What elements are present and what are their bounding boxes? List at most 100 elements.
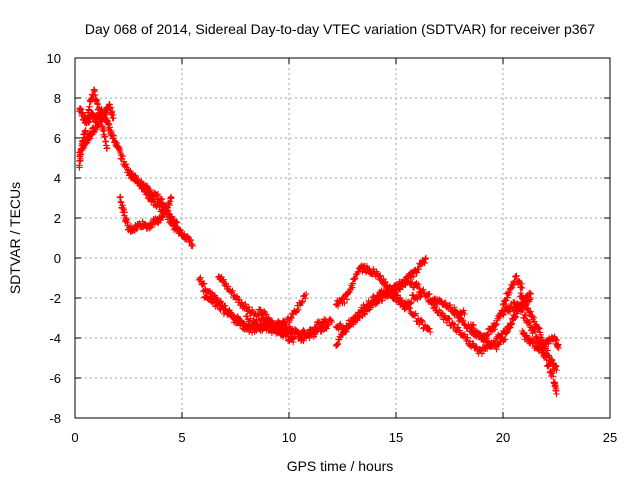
data-point xyxy=(86,135,94,142)
data-point xyxy=(200,288,207,295)
data-point xyxy=(377,272,384,279)
x-tick-label: 20 xyxy=(496,430,510,445)
y-tick-label: 8 xyxy=(54,91,61,106)
data-point xyxy=(451,321,458,328)
data-point xyxy=(256,306,264,313)
data-point xyxy=(346,288,353,296)
y-tick-label: 10 xyxy=(47,51,61,66)
data-point xyxy=(85,112,92,119)
data-point xyxy=(147,186,154,194)
data-point xyxy=(512,273,520,280)
data-point xyxy=(211,296,218,303)
data-point xyxy=(290,338,297,346)
data-point xyxy=(518,293,526,300)
data-point xyxy=(508,320,516,327)
data-point xyxy=(132,172,139,180)
data-point xyxy=(493,346,500,353)
data-point xyxy=(288,314,295,322)
data-point xyxy=(100,127,108,135)
data-point xyxy=(393,292,401,299)
data-point xyxy=(521,311,529,318)
data-point xyxy=(526,289,534,297)
x-tick-label: 5 xyxy=(178,430,185,445)
data-point xyxy=(262,311,270,318)
data-point xyxy=(110,114,117,122)
data-point xyxy=(507,324,514,331)
data-point xyxy=(420,286,427,293)
data-point xyxy=(230,313,237,320)
data-point xyxy=(555,344,562,352)
data-point xyxy=(382,279,389,286)
data-point xyxy=(343,296,351,303)
chart-title: Day 068 of 2014, Sidereal Day-to-day VTE… xyxy=(85,21,595,37)
data-point xyxy=(334,341,341,348)
data-point xyxy=(313,324,320,331)
data-point xyxy=(106,124,113,131)
data-point xyxy=(101,114,108,122)
data-point xyxy=(298,299,306,307)
data-point xyxy=(460,307,467,314)
y-tick-label: 4 xyxy=(54,171,61,186)
data-point xyxy=(372,296,379,304)
data-point xyxy=(451,304,458,311)
data-point xyxy=(218,302,225,309)
data-point xyxy=(302,294,309,302)
data-point xyxy=(453,310,460,317)
data-point xyxy=(513,272,520,279)
data-point xyxy=(109,107,116,115)
data-point xyxy=(517,284,525,291)
data-point xyxy=(513,310,521,317)
data-point xyxy=(201,280,208,287)
data-point xyxy=(506,289,513,296)
data-point xyxy=(456,327,463,334)
data-point xyxy=(422,254,430,262)
data-point xyxy=(503,297,510,304)
data-point xyxy=(174,223,181,231)
data-point xyxy=(553,366,560,374)
data-point xyxy=(501,336,509,343)
data-point xyxy=(305,332,312,339)
data-point xyxy=(173,224,180,231)
y-tick-label: -6 xyxy=(49,371,61,386)
data-point xyxy=(511,314,518,321)
data-point xyxy=(410,284,418,291)
data-point xyxy=(504,327,511,335)
data-point xyxy=(221,305,228,313)
data-point xyxy=(518,280,525,287)
data-point xyxy=(397,294,404,302)
data-point xyxy=(390,287,397,294)
data-point xyxy=(121,209,128,216)
data-point xyxy=(454,311,461,319)
data-point xyxy=(184,233,191,240)
data-point xyxy=(367,299,375,306)
data-point xyxy=(299,298,306,305)
y-tick-label: 2 xyxy=(54,211,61,226)
data-series xyxy=(76,86,562,398)
data-point xyxy=(156,201,164,208)
data-point xyxy=(413,269,421,276)
data-point xyxy=(151,221,159,228)
data-point xyxy=(415,281,422,288)
data-point xyxy=(492,322,499,329)
data-point xyxy=(119,153,126,160)
data-point xyxy=(412,310,419,317)
data-point xyxy=(86,103,93,110)
data-point xyxy=(337,320,344,328)
data-point xyxy=(162,207,170,215)
data-point xyxy=(405,304,413,311)
data-point xyxy=(464,334,471,341)
data-point xyxy=(349,280,356,287)
data-point xyxy=(445,302,453,309)
data-point xyxy=(381,278,389,286)
data-point xyxy=(426,290,433,298)
data-point xyxy=(334,340,342,348)
data-point xyxy=(84,115,91,122)
data-point xyxy=(300,327,307,334)
data-point xyxy=(507,285,514,292)
y-tick-label: -2 xyxy=(49,291,61,306)
data-point xyxy=(189,242,196,250)
data-point xyxy=(352,317,359,325)
x-tick-label: 15 xyxy=(389,430,403,445)
data-point xyxy=(431,303,439,311)
data-point xyxy=(517,289,524,297)
